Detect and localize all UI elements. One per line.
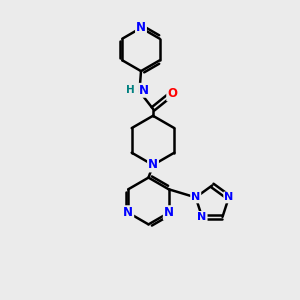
Text: N: N (123, 206, 133, 219)
Text: N: N (139, 84, 149, 97)
Text: H: H (125, 85, 134, 95)
Text: N: N (164, 206, 174, 219)
Text: N: N (191, 192, 200, 203)
Text: N: N (148, 158, 158, 172)
Text: N: N (224, 192, 233, 203)
Text: N: N (197, 212, 207, 222)
Text: O: O (167, 87, 177, 101)
Text: N: N (136, 21, 146, 34)
